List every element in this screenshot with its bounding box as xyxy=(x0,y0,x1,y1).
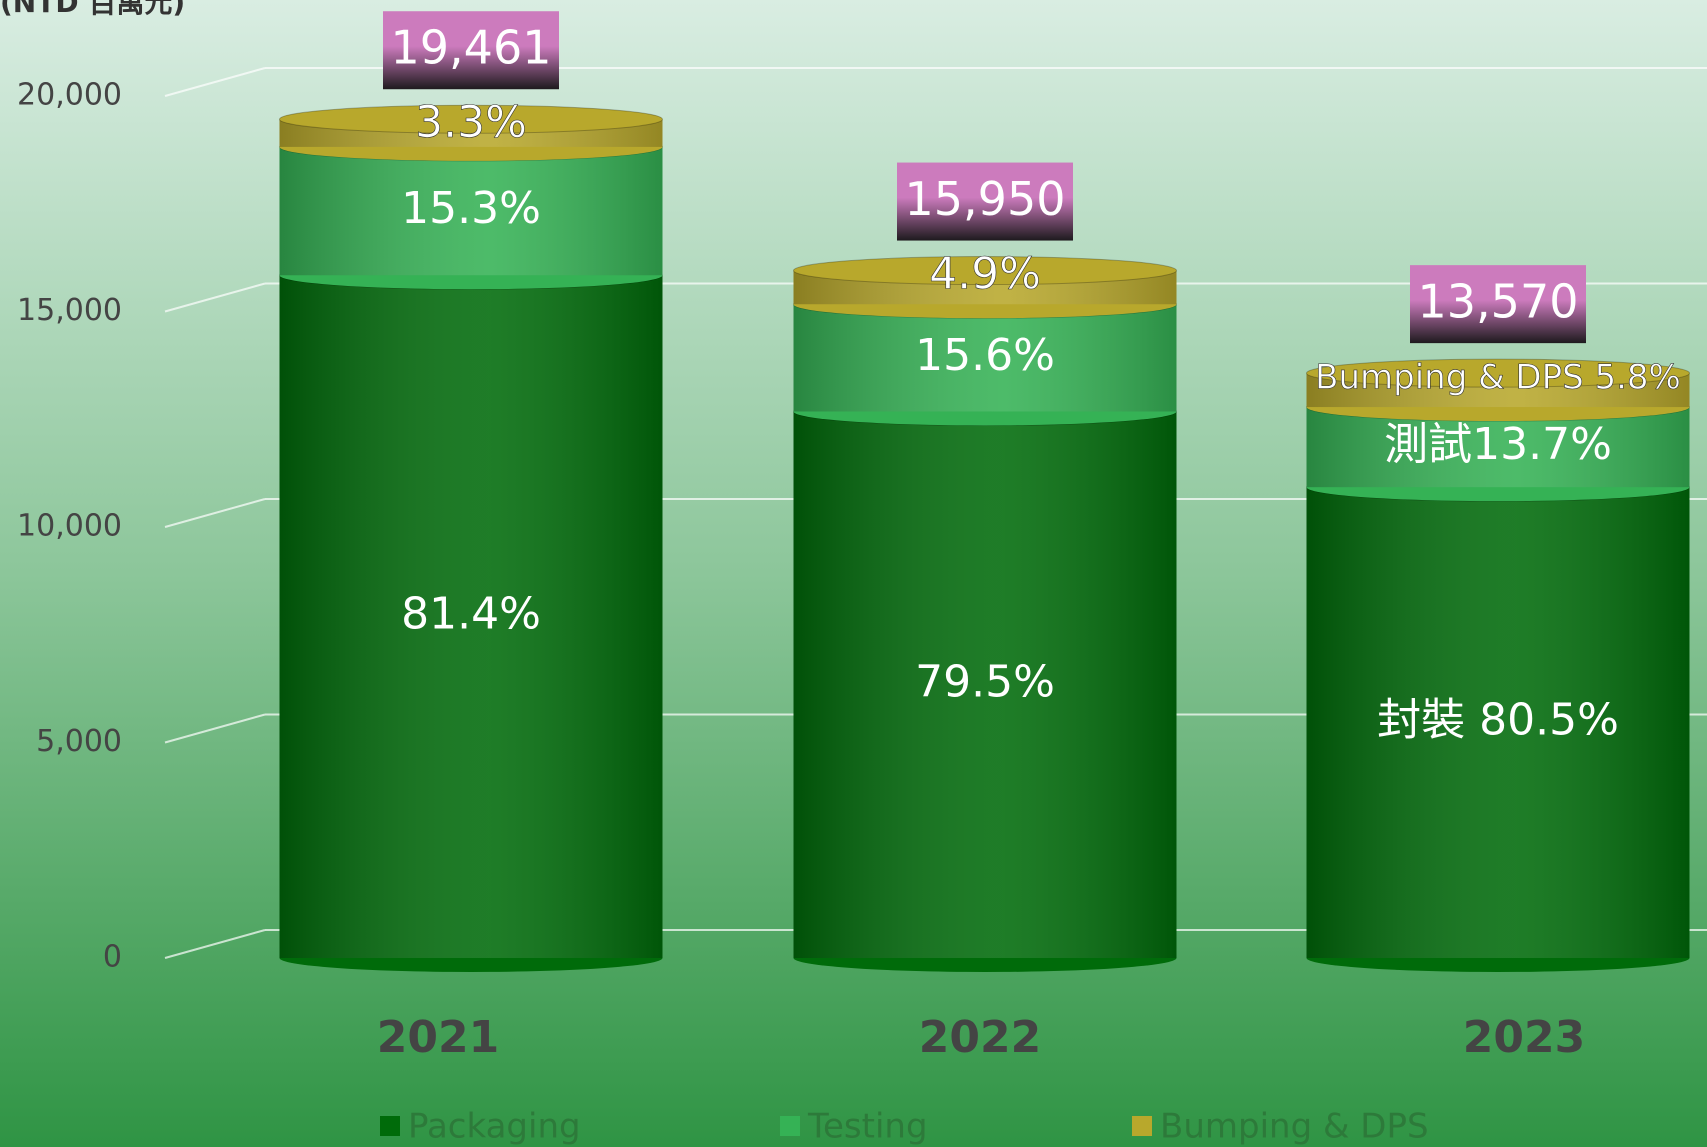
segment-shade xyxy=(793,304,1177,412)
legend-label: Packaging xyxy=(408,1107,581,1147)
total-label: 19,461 xyxy=(391,21,552,75)
segment-top xyxy=(279,104,663,134)
bar-segment xyxy=(793,396,1177,972)
segment-top xyxy=(1306,358,1690,388)
total-label: 13,570 xyxy=(1418,275,1579,329)
grid-line-slant xyxy=(164,67,266,97)
legend-swatch xyxy=(780,1116,800,1136)
y-tick-label: 5,000 xyxy=(36,724,122,759)
total-label-box xyxy=(1410,265,1586,344)
value-label: 79.5% xyxy=(915,657,1055,708)
y-tick-label: 15,000 xyxy=(17,293,122,328)
segment-shade xyxy=(793,411,1177,959)
value-label: 4.9% xyxy=(929,249,1041,300)
value-label: Bumping & DPS 5.8% xyxy=(1315,358,1681,398)
total-label-box xyxy=(383,11,559,90)
legend-swatch xyxy=(1132,1116,1152,1136)
segment-shade xyxy=(279,146,663,276)
y-axis-label: (NTD 百萬元) xyxy=(0,0,185,19)
x-tick-label: 2023 xyxy=(1463,1012,1585,1063)
bar-segment xyxy=(793,289,1177,426)
value-label: 封裝 80.5% xyxy=(1377,695,1619,746)
value-label: 15.6% xyxy=(915,330,1055,381)
y-tick-label: 20,000 xyxy=(17,78,122,113)
grid-line-slant xyxy=(164,713,266,744)
grid-line-slant xyxy=(164,498,266,528)
legend-swatch xyxy=(380,1116,400,1136)
bar-segment xyxy=(279,132,663,290)
value-label: 81.4% xyxy=(401,589,541,640)
x-tick-label: 2022 xyxy=(919,1012,1041,1063)
value-label: 測試13.7% xyxy=(1384,419,1612,470)
value-label: 15.3% xyxy=(401,183,541,234)
value-label: 3.3% xyxy=(415,97,527,148)
y-tick-label: 0 xyxy=(103,940,122,975)
grid-line-slant xyxy=(164,282,266,313)
bar-segment xyxy=(279,104,663,161)
grid-line-slant xyxy=(164,929,266,959)
segment-top xyxy=(793,256,1177,286)
legend-label: Bumping & DPS xyxy=(1160,1107,1429,1147)
segment-shade xyxy=(1306,487,1690,958)
bar-segment xyxy=(793,256,1177,319)
legend-label: Testing xyxy=(807,1107,928,1147)
bar-segment xyxy=(1306,472,1690,972)
segment-shade xyxy=(279,275,663,958)
y-tick-label: 10,000 xyxy=(17,509,122,544)
total-label-box xyxy=(897,162,1073,241)
bar-segment xyxy=(1306,358,1690,422)
x-tick-label: 2021 xyxy=(377,1012,499,1063)
total-label: 15,950 xyxy=(905,172,1066,226)
